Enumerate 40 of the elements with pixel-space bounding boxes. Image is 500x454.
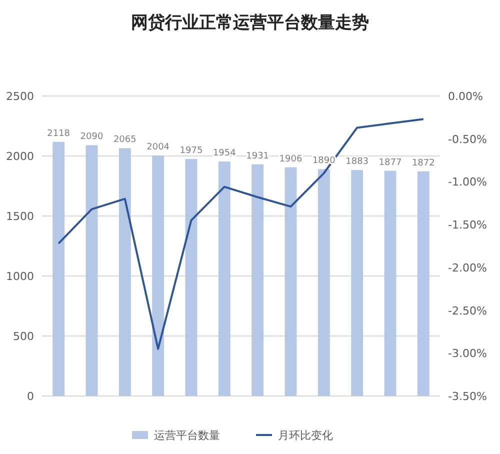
y-tick-label: 1500 [6,210,34,223]
y2-tick-label: -0.50% [448,132,487,146]
legend-label: 运营平台数量 [154,429,220,442]
bar [252,164,264,396]
bar [152,156,164,396]
bar [318,169,330,396]
data-label: 2065 [113,135,136,146]
bar [351,170,364,396]
data-label: 1954 [212,148,236,159]
bar [118,148,131,396]
y-tick-label: 1000 [6,270,34,283]
chart-title: 网贷行业正常运营平台数量走势 [131,13,369,33]
bar [417,171,430,396]
bar [384,170,396,396]
data-label: 1975 [180,146,203,156]
y2-tick-label: -1.00% [448,176,487,189]
data-label: 1883 [346,157,369,168]
y-tick-label: 2500 [6,90,34,103]
data-label: 1877 [378,158,402,168]
y2-tick-label: -3.00% [448,347,487,360]
bar [52,142,65,396]
bar [185,159,198,396]
y-tick-label: 0 [27,390,34,403]
y-tick-label: 2000 [6,150,34,163]
data-label: 2004 [146,142,170,153]
y2-tick-label: 0.00% [448,90,483,103]
bar [218,162,230,396]
data-label: 1906 [279,154,302,164]
bar [86,145,98,396]
data-label: 2118 [47,128,70,139]
legend-label: 月环比变化 [278,429,333,442]
y2-tick-label: -2.00% [448,261,487,274]
data-label: 1872 [412,158,435,168]
y2-tick-label: -1.50% [448,218,487,232]
data-label: 1931 [246,151,270,162]
data-label: 2090 [80,132,104,142]
y2-tick-label: -2.50% [448,304,487,318]
y2-tick-label: -3.50% [448,390,487,403]
y-tick-label: 500 [13,330,34,343]
bar [284,167,297,396]
